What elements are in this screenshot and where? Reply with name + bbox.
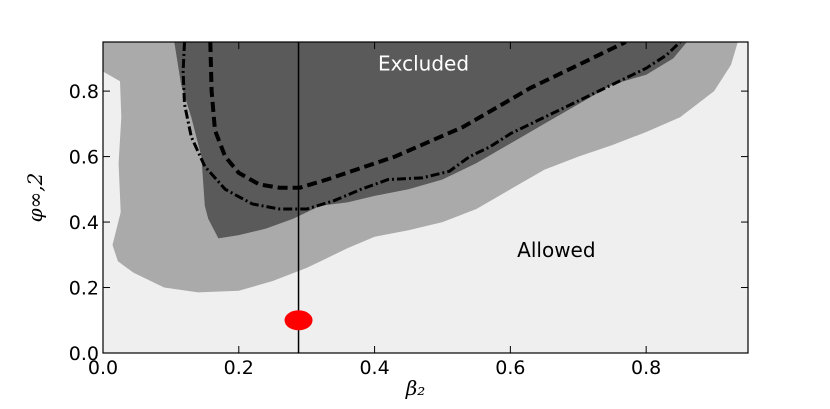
y-tick-label: 0.0 <box>69 343 99 365</box>
shaded-region-1 <box>174 42 687 239</box>
dashdot-contour-line <box>181 42 682 211</box>
excluded-annotation: Excluded <box>378 51 469 75</box>
x-tick-label: 0.8 <box>631 357 661 379</box>
x-tick-label: 0.2 <box>224 357 254 379</box>
x-tick-label: 0.0 <box>88 357 118 379</box>
y-tick-label: 0.4 <box>69 212 99 234</box>
y-tick-label: 0.8 <box>69 81 99 103</box>
y-tick-label: 0.2 <box>69 278 99 300</box>
y-tick-label: 0.6 <box>69 147 99 169</box>
x-axis-label: β₂ <box>405 376 426 400</box>
plot-frame <box>102 41 749 354</box>
allowed-annotation: Allowed <box>517 238 595 262</box>
y-axis-label: φ∞,2 <box>23 173 47 223</box>
x-tick-label: 0.4 <box>359 357 389 379</box>
marker-point <box>284 310 313 331</box>
x-tick-label: 0.6 <box>495 357 525 379</box>
